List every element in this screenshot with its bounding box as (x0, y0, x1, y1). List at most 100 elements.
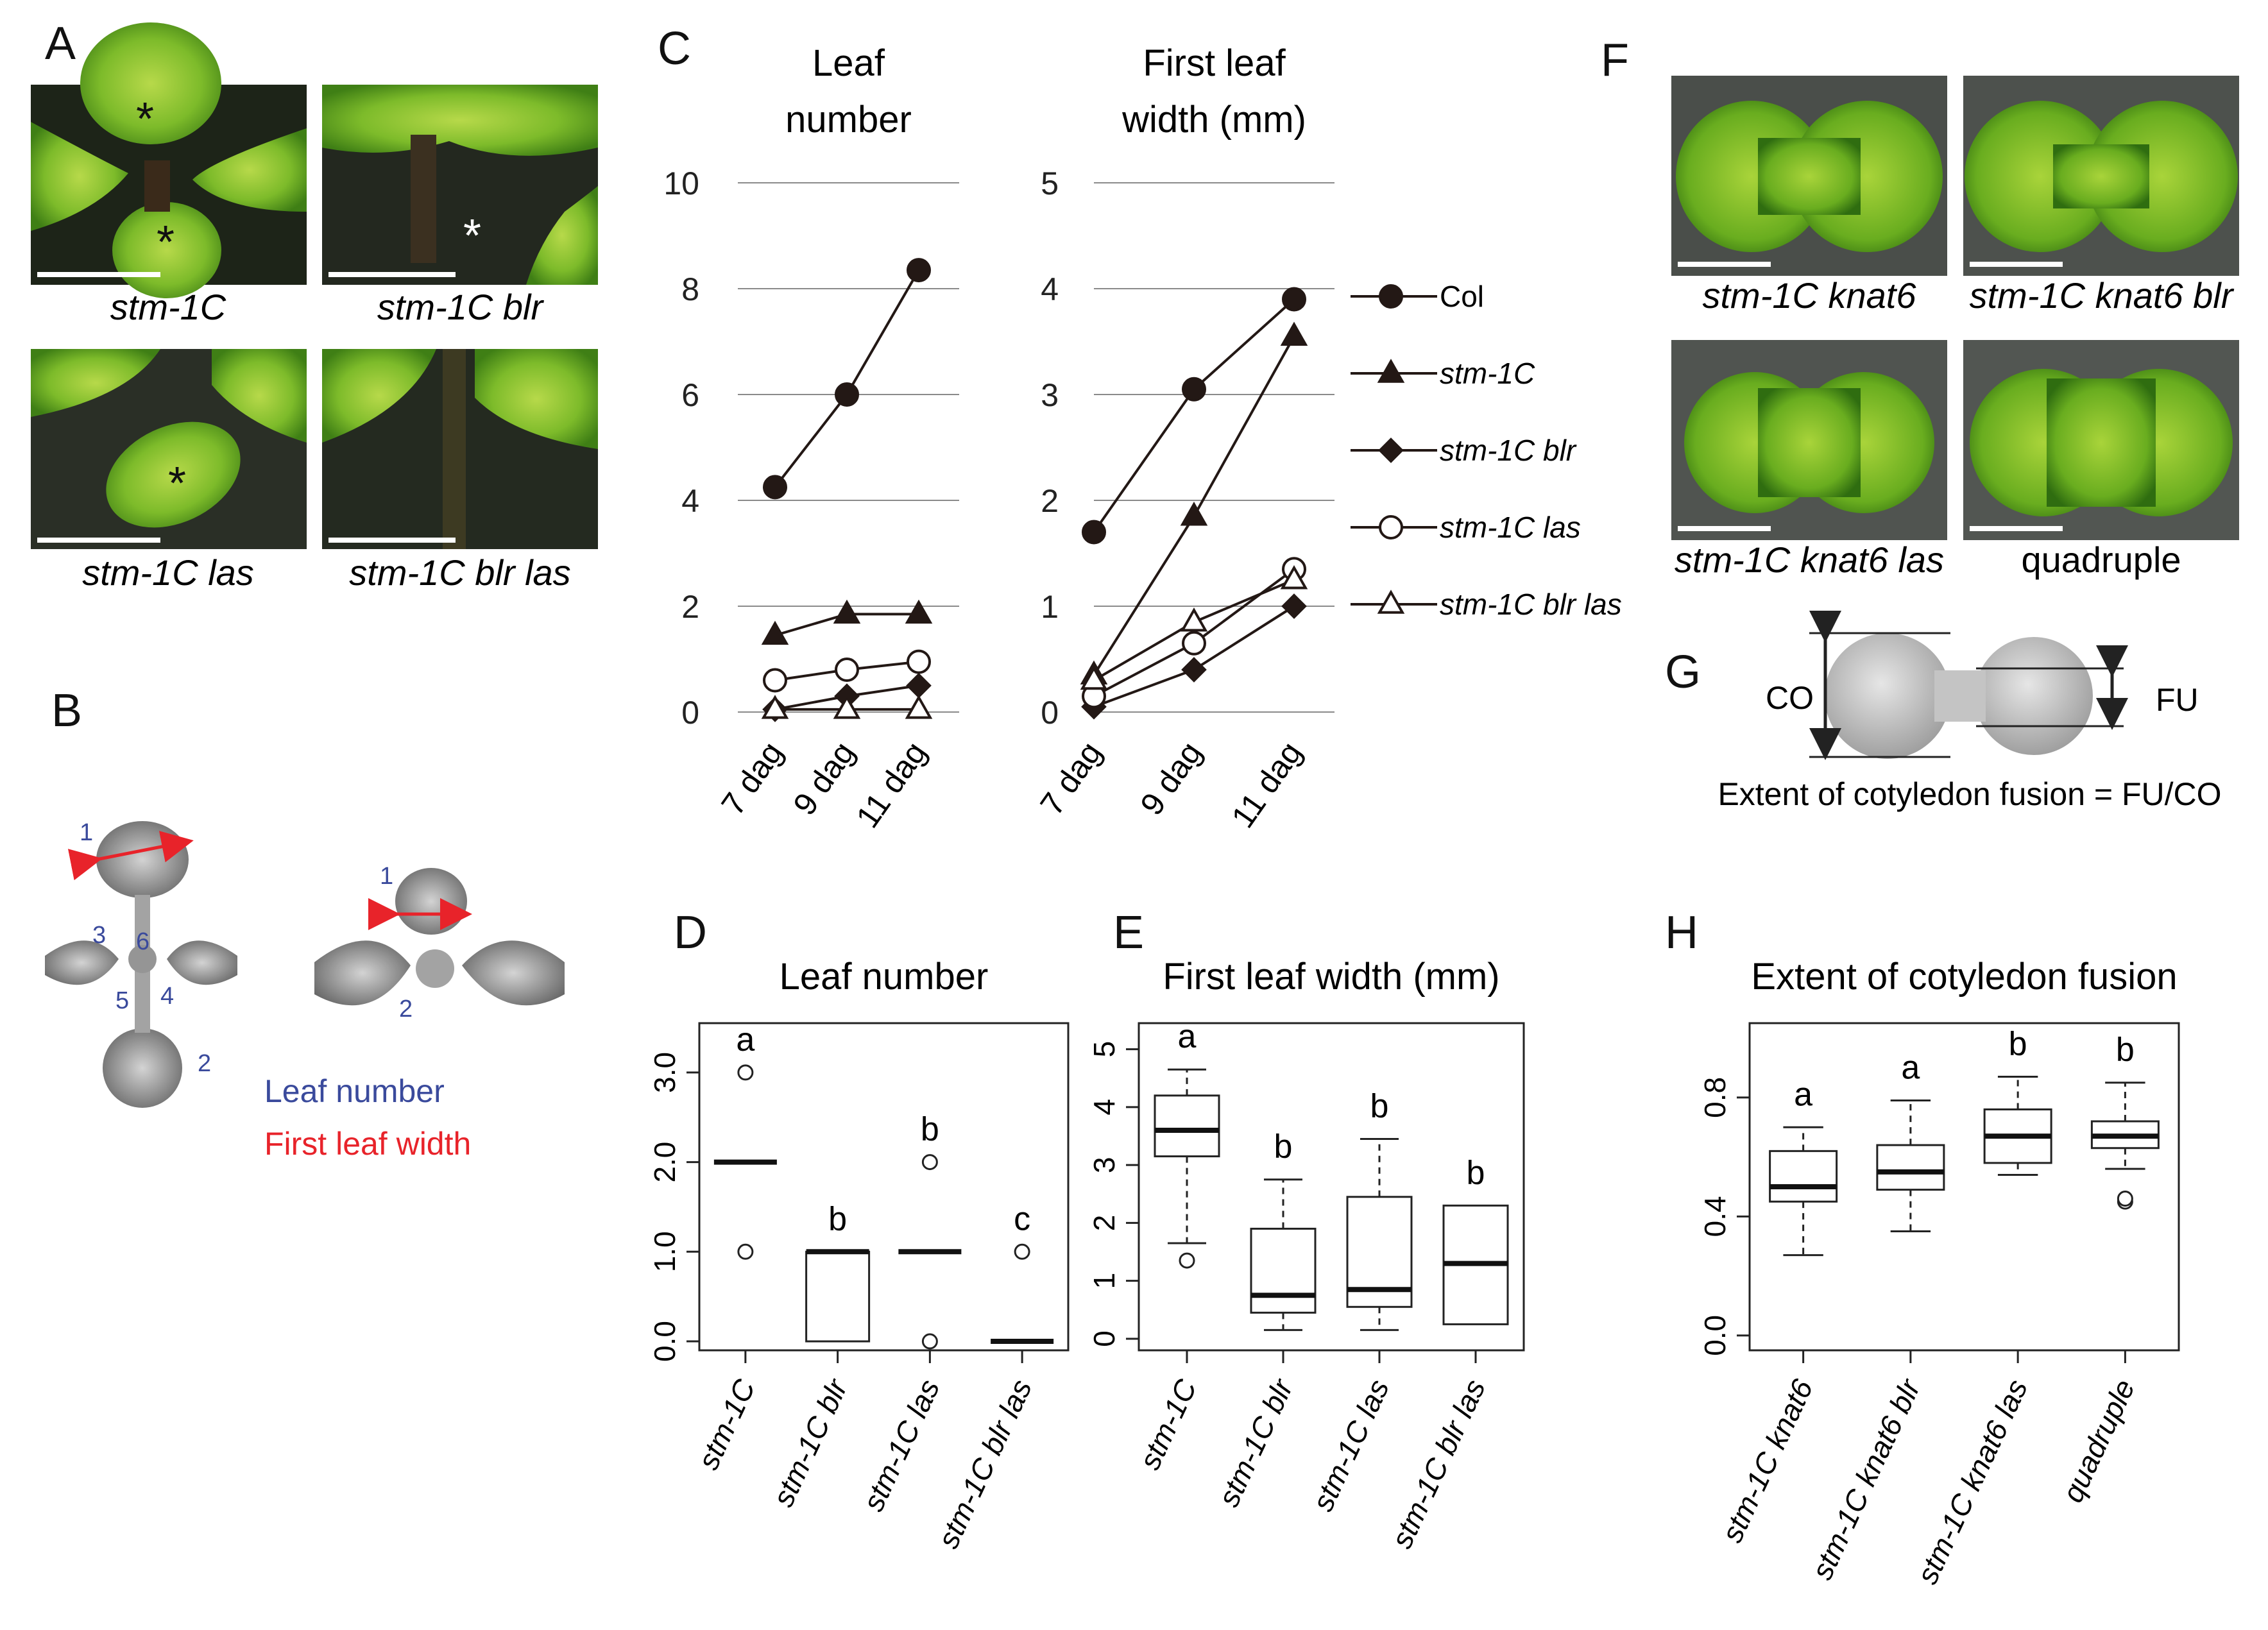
y-tick-label: 4 (1041, 271, 1059, 307)
data-point-circle (907, 258, 931, 283)
y-tick-label: 0.4 (1698, 1196, 1732, 1237)
data-point-triangle (1377, 359, 1405, 383)
outlier-point (737, 1064, 754, 1081)
y-tick-label: 3 (1087, 1157, 1121, 1173)
outlier-point (1179, 1252, 1195, 1269)
data-point-circle (1182, 377, 1206, 402)
chart-title: number (785, 99, 912, 140)
x-tick-label: stm-1C las (856, 1374, 946, 1516)
significance-letter: a (1901, 1049, 1920, 1087)
chart-title: Extent of cotyledon fusion (1751, 956, 2177, 998)
y-tick-label: 3 (1041, 377, 1059, 413)
photo-stm-1c-knat6-blr (1963, 76, 2239, 276)
legend-label: stm-1C blr (1440, 434, 1577, 467)
y-tick-label: 2.0 (648, 1142, 681, 1183)
box (1876, 1144, 1945, 1191)
data-point-triangle (761, 695, 789, 719)
leaf-number-label: 5 (115, 987, 129, 1014)
y-tick-label: 2 (681, 589, 699, 625)
photo-quadruple (1963, 340, 2239, 540)
significance-letter: b (828, 1200, 847, 1237)
legend-label: stm-1C las (1440, 511, 1581, 544)
box (1154, 1094, 1220, 1158)
x-tick-label: stm-1C knat6 (1715, 1374, 1820, 1547)
x-tick-label: 11 dag (1225, 735, 1309, 834)
boxplot-leaf-number: Leaf number 0.0 1.0 2.0 3.0 stm-1C a stm-1C blr… (648, 956, 1070, 1553)
photo-label: stm-1C knat6 blr (1970, 275, 2235, 316)
photo-label: stm-1C (110, 287, 226, 327)
x-tick-label: stm-1C blr las (931, 1374, 1038, 1553)
boxplot-first-leaf-width: First leaf width (mm) 0 1 2 3 4 5 stm-1C a stm-1C… (1087, 956, 1525, 1553)
x-tick-label: stm-1C las (1306, 1374, 1395, 1516)
y-tick-label: 0 (1041, 695, 1059, 731)
significance-letter: a (1178, 1018, 1197, 1055)
y-tick-label: 0 (1087, 1330, 1121, 1347)
panel-label-h: H (1665, 907, 1698, 958)
box (805, 1250, 871, 1343)
panel-label-a: A (45, 18, 76, 69)
legend-first-leaf-width: First leaf width (264, 1126, 471, 1162)
photo-label: stm-1C knat6 (1703, 275, 1917, 316)
photo-stm-1c-knat6-las (1671, 340, 1947, 540)
first-leaf-width-arrow (67, 831, 194, 881)
x-tick-label: 7 dag (714, 735, 790, 822)
plot-frame (1138, 1022, 1525, 1352)
data-point-triangle (1180, 607, 1208, 632)
data-point-diamond (1281, 593, 1307, 619)
panel-f: stm-1C knat6 stm-1C knat6 blr stm-1C kna… (1671, 76, 2239, 580)
panel-label-e: E (1113, 907, 1144, 958)
photo-label: quadruple (2021, 539, 2181, 580)
y-tick-label: 5 (1087, 1041, 1121, 1058)
co-label: CO (1766, 680, 1814, 716)
legend-label: stm-1C (1440, 357, 1535, 390)
y-tick-label: 6 (681, 377, 699, 413)
chart-title: First leaf (1143, 42, 1286, 84)
significance-letter: b (1274, 1128, 1293, 1166)
legend-label: Col (1440, 280, 1484, 313)
x-tick-label: 11 dag (849, 735, 934, 834)
panel-label-f: F (1601, 35, 1629, 86)
panel-g: CO FU Extent of cotyledon fusion = FU/CO (1718, 611, 2222, 812)
photo-label: stm-1C las (82, 552, 254, 593)
fusion-formula: Extent of cotyledon fusion = FU/CO (1718, 776, 2221, 812)
data-point-circle (907, 649, 931, 674)
y-tick-label: 4 (681, 483, 699, 519)
y-tick-label: 10 (663, 166, 699, 201)
data-point-circle (1379, 284, 1403, 309)
outlier-point (2117, 1191, 2133, 1207)
data-point-circle (1379, 515, 1403, 539)
photo-stm-1c-las: * (31, 349, 307, 549)
leaf-number-label: 6 (136, 928, 149, 955)
asterisk: * (157, 217, 175, 268)
significance-letter: a (736, 1021, 755, 1058)
significance-letter: b (921, 1111, 939, 1148)
x-tick-label: stm-1C (1132, 1374, 1203, 1475)
data-point-triangle (1080, 665, 1108, 690)
y-tick-label: 0.0 (1698, 1315, 1732, 1356)
asterisk: * (168, 458, 186, 509)
leaf-number-label: 2 (399, 996, 413, 1023)
x-tick-label: stm-1C knat6 las (1910, 1374, 2034, 1589)
x-tick-label: quadruple (2056, 1374, 2142, 1507)
y-tick-label: 0.0 (648, 1321, 681, 1362)
y-tick-label: 3.0 (648, 1052, 681, 1093)
significance-letter: b (1370, 1088, 1389, 1125)
data-point-circle (1282, 287, 1306, 312)
y-tick-label: 5 (1041, 166, 1059, 201)
plot-frame (1748, 1022, 2180, 1352)
data-point-diamond (906, 672, 932, 699)
outlier-point (737, 1243, 754, 1260)
y-tick-label: 0 (681, 695, 699, 731)
y-tick-label: 4 (1087, 1099, 1121, 1116)
x-tick-label: 7 dag (1033, 735, 1109, 822)
chart-title: Leaf (812, 42, 885, 84)
x-tick-label: stm-1C knat6 blr (1805, 1373, 1927, 1584)
series-line (1093, 298, 1295, 533)
photo-stm-1c-knat6 (1671, 76, 1947, 276)
leaf-number-label: 1 (380, 863, 393, 890)
significance-letter: a (1794, 1076, 1812, 1113)
y-tick-label: 2 (1087, 1215, 1121, 1232)
data-point-triangle (1377, 590, 1405, 614)
